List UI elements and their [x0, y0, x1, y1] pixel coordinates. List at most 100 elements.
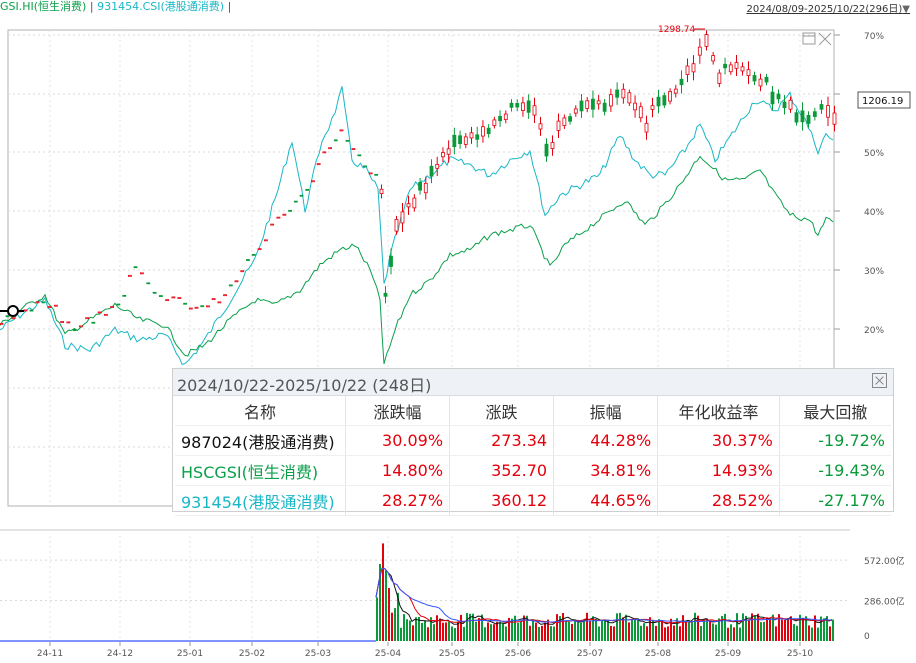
candle [316, 163, 321, 166]
chart-close-icon[interactable] [818, 32, 832, 46]
volume-bar [397, 592, 399, 641]
volume-bar [769, 618, 771, 641]
maximize-icon[interactable] [802, 32, 816, 45]
candle [177, 297, 182, 300]
volume-bar [439, 618, 441, 641]
volume-bar [565, 620, 567, 641]
volume-bar [811, 627, 813, 641]
volume-bar [568, 621, 570, 641]
volume-bar [586, 612, 588, 641]
candle [746, 69, 751, 76]
x-tick-label: 25-10 [787, 649, 813, 659]
candle [276, 216, 281, 219]
table-row[interactable]: HSCGSI(恒生消费) 14.80% 352.70 34.81% 14.93%… [175, 455, 891, 486]
date-range-label[interactable]: 2024/08/09-2025/10/22(296日) [746, 4, 903, 15]
legend-series-931454[interactable]: 931454.CSI(港股通消费) [97, 0, 225, 13]
table-row[interactable]: 931454(港股通消费) 28.27% 360.12 44.65% 28.52… [175, 485, 891, 516]
x-tick-label: 25-06 [505, 649, 531, 659]
volume-bar [724, 613, 726, 641]
volume-gridlines [0, 536, 850, 641]
legend-series-hscgsi[interactable]: GSI.HI(恒生消费) [0, 0, 87, 13]
candle [263, 239, 268, 242]
volume-bar [685, 620, 687, 641]
candle [532, 105, 537, 116]
volume-bar [730, 624, 732, 641]
candle [463, 136, 468, 145]
volume-bar [643, 623, 645, 641]
volume-bar [787, 618, 789, 641]
volume-bar [379, 563, 381, 641]
volume-bar [625, 614, 627, 641]
cursor-marker-icon[interactable] [0, 305, 24, 317]
candle [257, 248, 262, 251]
volume-bar [823, 618, 825, 641]
candle [0, 322, 4, 325]
table-header-row: 名称 涨跌幅 涨跌 振幅 年化收益率 最大回撤 [175, 396, 891, 426]
candle [591, 98, 595, 110]
legend-separator-end: | [227, 0, 232, 13]
candle [406, 203, 411, 208]
volume-bar [580, 622, 582, 641]
volume-bar [535, 622, 537, 641]
candle [345, 139, 350, 142]
volume-bar [652, 619, 654, 641]
candle [339, 129, 344, 132]
candle [368, 172, 373, 175]
x-tick-label: 25-05 [439, 649, 465, 659]
date-range-selector[interactable]: 2024/08/09-2025/10/22(296日)▼ [747, 0, 910, 15]
x-tick-label: 24-11 [37, 649, 63, 659]
close-icon[interactable] [872, 373, 887, 388]
candle [429, 165, 434, 177]
table-row[interactable]: 987024(港股通消费) 30.09% 273.34 44.28% 30.37… [175, 425, 891, 456]
volume-bar [490, 624, 492, 641]
volume-bar [688, 621, 690, 641]
row-change-pct: 14.80% [345, 455, 451, 486]
volume-bar [511, 618, 513, 641]
legend-separator: | [89, 0, 94, 13]
volume-bar [577, 622, 579, 641]
candle [526, 100, 531, 113]
candle [704, 34, 709, 47]
row-change: 360.12 [449, 485, 555, 516]
candle [562, 117, 567, 126]
volume-bar [553, 626, 555, 641]
candle [183, 302, 187, 305]
candle [556, 120, 561, 131]
y-tick-label: 70% [864, 32, 884, 42]
volume-bar [694, 612, 696, 641]
volume-bar [487, 622, 489, 641]
candle [47, 306, 52, 308]
x-tick-label: 25-02 [239, 649, 265, 659]
volume-y-tick-label: 572.00亿 [864, 555, 905, 567]
candle [60, 321, 65, 323]
x-tick-label: 25-09 [715, 649, 741, 659]
candle [251, 253, 256, 256]
volume-bar [622, 617, 624, 641]
row-change: 352.70 [449, 455, 555, 486]
x-tick-label: 25-03 [305, 649, 331, 659]
candle [357, 154, 362, 157]
volume-bar [505, 626, 507, 641]
volume-bar [679, 626, 681, 641]
candle [412, 197, 417, 209]
volume-bar [703, 620, 705, 641]
candle [673, 88, 678, 94]
volume-bar [763, 621, 765, 641]
volume-bar [754, 615, 756, 641]
candle [379, 188, 384, 195]
volume-bar [796, 625, 798, 641]
volume-bar [649, 617, 651, 641]
candle [627, 92, 632, 104]
row-name: HSCGSI(恒生消费) [175, 455, 346, 486]
volume-bar [589, 620, 591, 641]
candle [240, 270, 245, 273]
triangle-down-icon[interactable]: ▼ [902, 4, 910, 15]
volume-bar [634, 619, 636, 641]
candle [97, 311, 102, 314]
col-header-change: 涨跌 [449, 396, 555, 426]
volume-bar [655, 625, 657, 641]
volume-bar [760, 622, 762, 641]
candle [78, 325, 83, 328]
volume-bar [415, 617, 417, 641]
